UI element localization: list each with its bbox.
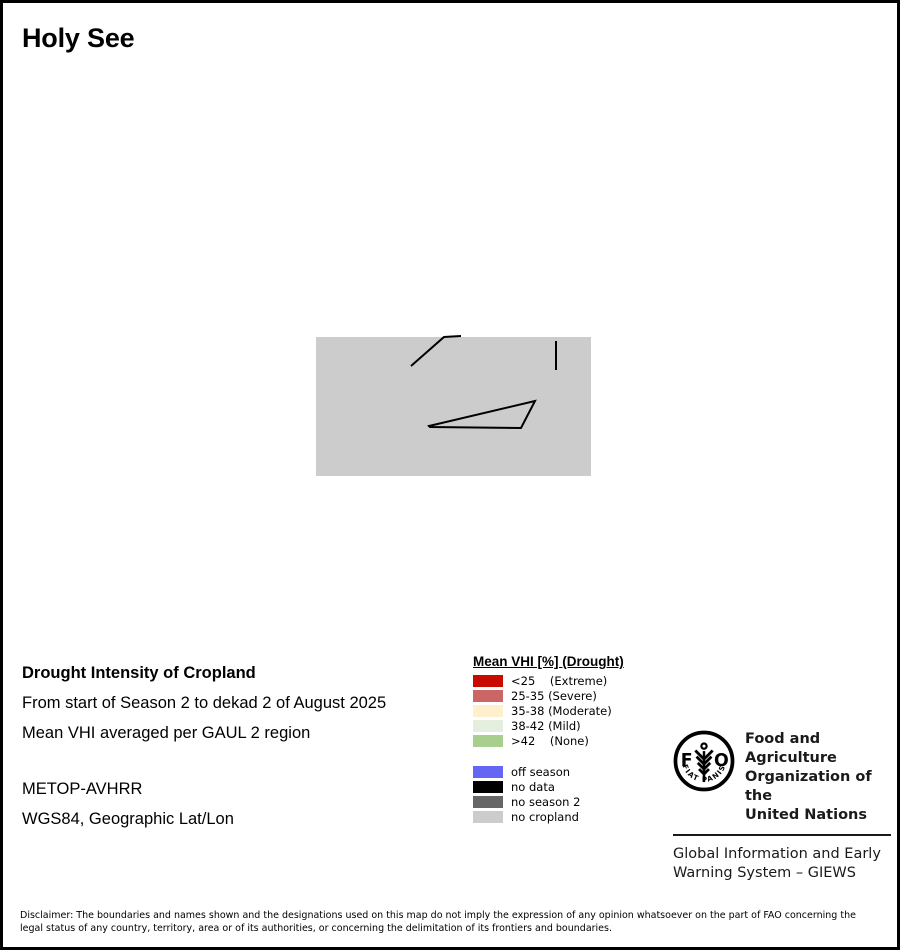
page-title: Holy See — [22, 23, 135, 53]
fao-organization-name: Food and Agriculture Organization of the… — [745, 730, 893, 825]
info-sensor: METOP-AVHRR — [22, 780, 143, 798]
legend-swatch-extreme — [473, 674, 503, 687]
info-projection: WGS84, Geographic Lat/Lon — [22, 810, 234, 828]
fao-org-line-2: Organization of the — [745, 769, 872, 804]
giews-name: Global Information and Early Warning Sys… — [673, 845, 893, 883]
legend-label-extreme: <25 (Extreme) — [511, 673, 608, 688]
fao-emblem-icon: F O FIAT PANIS — [673, 730, 735, 792]
map-legend: Mean VHI [%] (Drought) <25 (Extreme) 25-… — [473, 654, 673, 824]
info-spacer — [22, 748, 452, 774]
info-heading: Drought Intensity of Cropland — [22, 664, 256, 682]
giews-line-2: Warning System – GIEWS — [673, 865, 856, 881]
map-info-block: Drought Intensity of Cropland From start… — [22, 658, 452, 834]
legend-swatch-no-cropland — [473, 810, 503, 823]
legend-item-no-season-2: no season 2 — [473, 794, 673, 809]
legend-item-off-season: off season — [473, 764, 673, 779]
legend-label-none: >42 (None) — [511, 733, 589, 748]
legend-label-no-season-2: no season 2 — [511, 794, 581, 809]
fao-divider — [673, 834, 891, 836]
legend-item-no-data: no data — [473, 779, 673, 794]
map-graphic[interactable] — [3, 63, 897, 623]
info-method: Mean VHI averaged per GAUL 2 region — [22, 724, 311, 742]
legend-label-mild: 38-42 (Mild) — [511, 718, 581, 733]
legend-label-severe: 25-35 (Severe) — [511, 688, 597, 703]
legend-item-no-cropland: no cropland — [473, 809, 673, 824]
legend-title: Mean VHI [%] (Drought) — [473, 654, 624, 669]
fao-org-line-3: United Nations — [745, 807, 867, 823]
legend-swatch-off-season — [473, 765, 503, 778]
fao-emblem-letter-o: O — [714, 751, 729, 771]
legend-item-mild: 38-42 (Mild) — [473, 718, 673, 733]
fao-org-line-1: Food and Agriculture — [745, 731, 837, 766]
map-region-no-cropland — [316, 337, 591, 476]
legend-swatch-no-season-2 — [473, 795, 503, 808]
legend-label-no-data: no data — [511, 779, 555, 794]
legend-item-extreme: <25 (Extreme) — [473, 673, 673, 688]
legend-item-severe: 25-35 (Severe) — [473, 688, 673, 703]
map-canvas[interactable] — [3, 63, 897, 623]
legend-swatch-moderate — [473, 704, 503, 717]
map-boundary-lines — [410, 335, 557, 430]
legend-swatch-mild — [473, 719, 503, 732]
legend-label-no-cropland: no cropland — [511, 809, 579, 824]
info-period: From start of Season 2 to dekad 2 of Aug… — [22, 694, 387, 712]
legend-swatch-no-data — [473, 780, 503, 793]
fao-logo-row: F O FIAT PANIS Food and Agriculture Orga… — [673, 730, 893, 825]
legend-label-moderate: 35-38 (Moderate) — [511, 703, 612, 718]
fao-branding: F O FIAT PANIS Food and Agriculture Orga… — [673, 730, 893, 883]
boundary-polygon-south — [427, 399, 537, 430]
legend-swatch-none — [473, 734, 503, 747]
legend-swatch-severe — [473, 689, 503, 702]
boundary-line-north — [410, 335, 462, 367]
giews-line-1: Global Information and Early — [673, 846, 881, 862]
legend-item-none: >42 (None) — [473, 733, 673, 748]
legend-label-off-season: off season — [511, 764, 571, 779]
legend-group-spacer — [473, 748, 673, 764]
disclaimer-text: Disclaimer: The boundaries and names sho… — [20, 910, 856, 934]
legend-item-moderate: 35-38 (Moderate) — [473, 703, 673, 718]
fao-emblem-letter-f: F — [681, 751, 693, 771]
